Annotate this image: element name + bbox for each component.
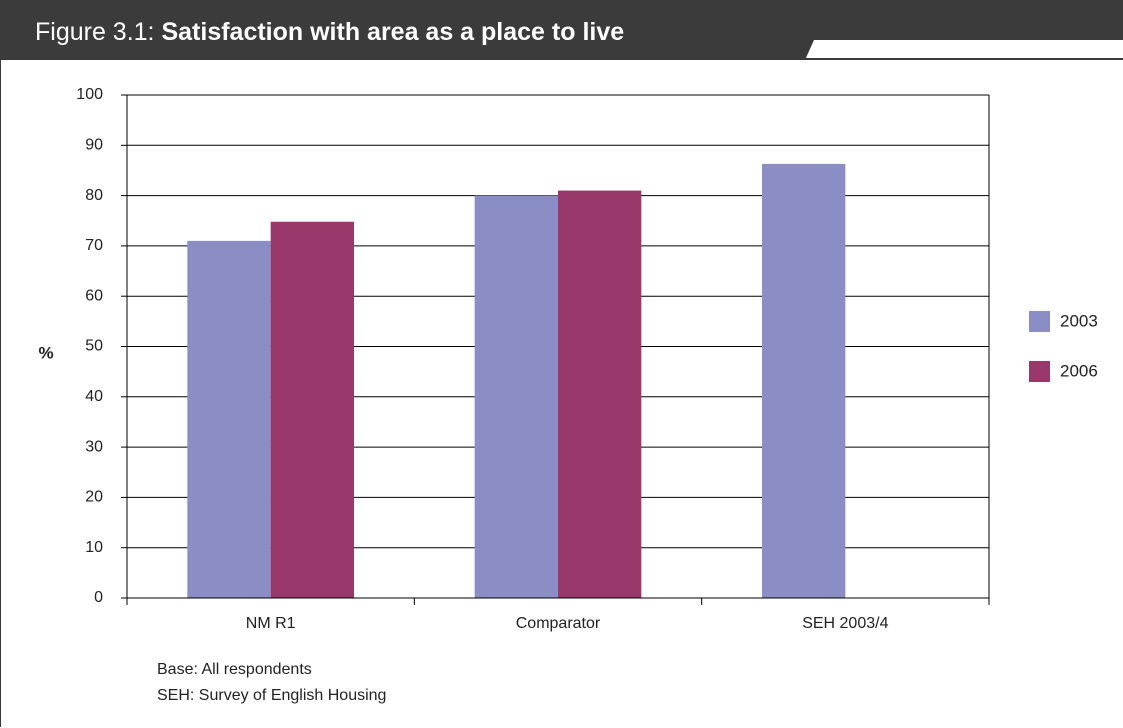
axes: 0 10 20 30 40 50 60 70 80 90 100 NM R1 Comparator SEH… [76, 86, 990, 632]
legend-swatch-2003 [1029, 311, 1050, 332]
x-tick-label: NM R1 [246, 615, 296, 632]
y-tick-label: 100 [76, 86, 103, 103]
y-tick-label: 80 [85, 187, 103, 204]
y-tick-label: 30 [85, 438, 103, 455]
bar-2003-2 [762, 163, 846, 598]
y-tick-label: 90 [85, 137, 103, 154]
bar-2006-1 [558, 190, 642, 598]
legend-swatch-2006 [1029, 361, 1050, 382]
y-tick-label: 60 [85, 287, 103, 304]
y-axis-label: % [38, 343, 53, 362]
note-base: Base: All respondents [157, 661, 312, 678]
legend-label: 2006 [1060, 361, 1098, 380]
figure-title-text: Satisfaction with area as a place to liv… [161, 18, 625, 46]
x-tick-label: Comparator [516, 615, 601, 632]
figure-title: Figure 3.1: Satisfaction with area as a … [35, 18, 624, 47]
bar-2003-1 [474, 195, 558, 598]
legend-label: 2003 [1060, 311, 1098, 330]
y-tick-label: 40 [85, 388, 103, 405]
bar-2006-0 [270, 221, 354, 599]
title-bar-shape [1, 0, 1123, 60]
y-tick-label: 20 [85, 489, 103, 506]
x-tick-label: SEH 2003/4 [802, 615, 888, 632]
title-bar [1, 0, 1123, 60]
y-tick-label: 70 [85, 237, 103, 254]
bar-2003-0 [187, 240, 271, 598]
y-tick-label: 10 [85, 539, 103, 556]
bars [187, 163, 846, 599]
figure-label: Figure 3.1: [35, 18, 155, 46]
y-tick-label: 0 [94, 589, 103, 606]
y-tick-label: 50 [85, 338, 103, 355]
legend: 2003 2006 [1029, 311, 1098, 382]
note-abbreviation: SEH: Survey of English Housing [157, 687, 387, 704]
